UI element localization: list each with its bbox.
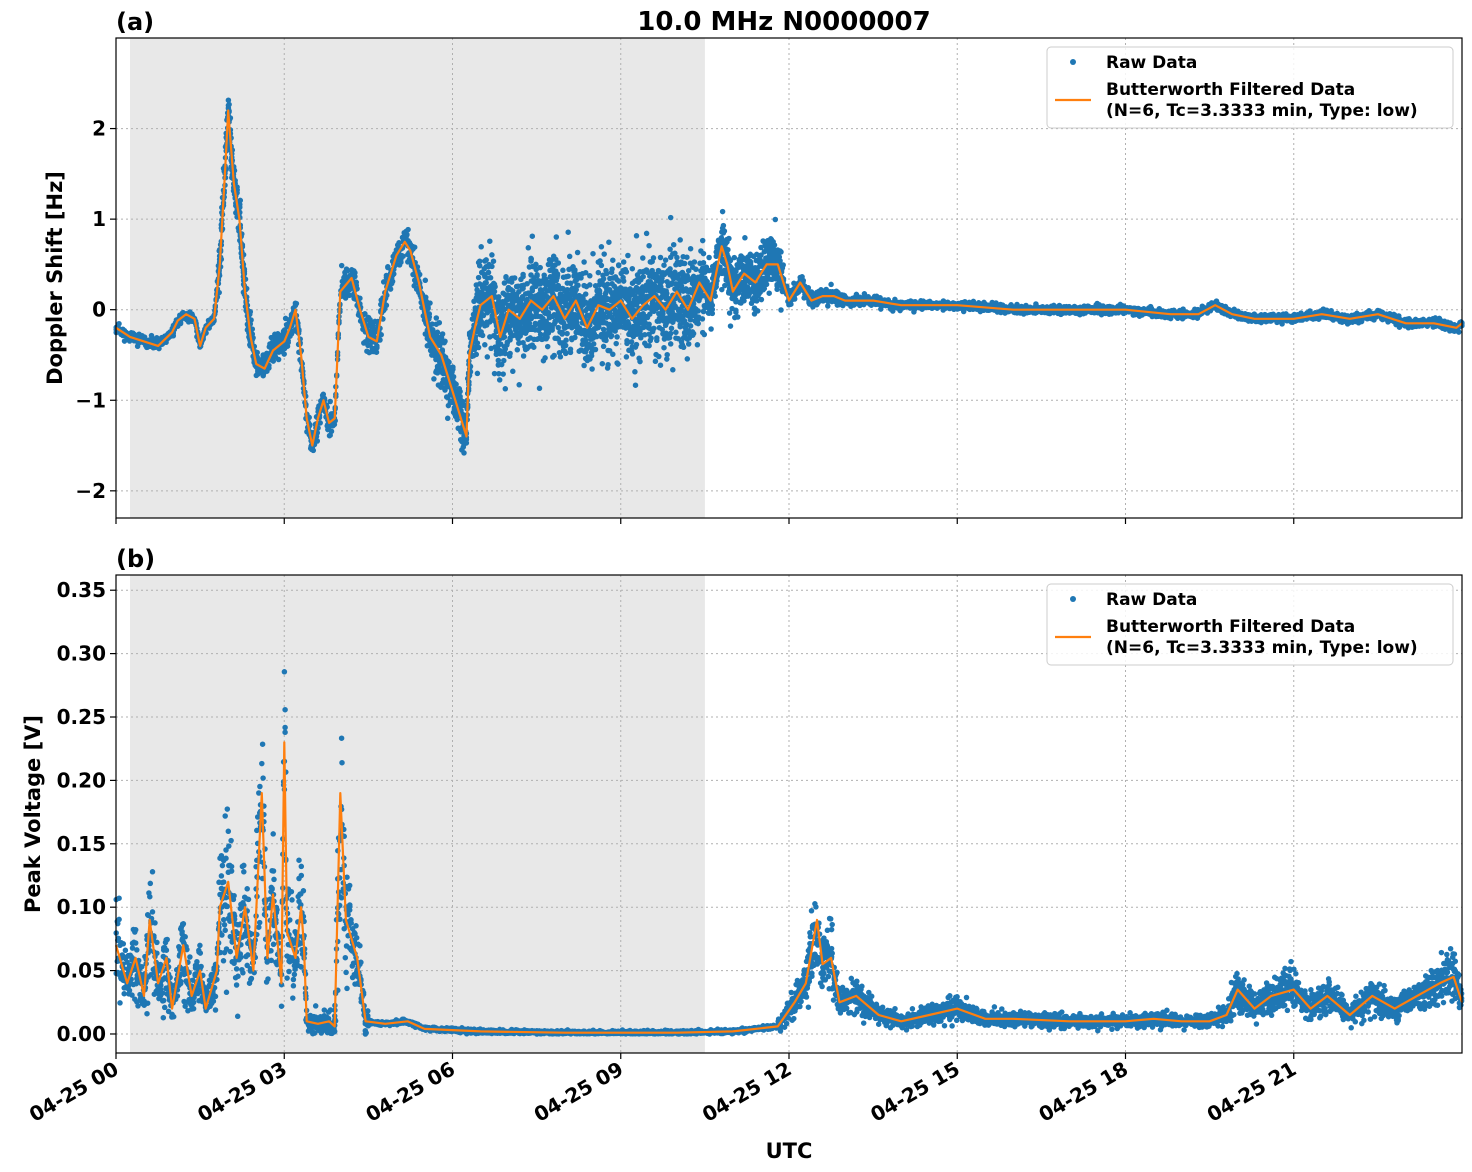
- x-tick-label: 04-25 12: [698, 1057, 796, 1127]
- legend-raw-label: Raw Data: [1106, 590, 1197, 610]
- y-tick-label: 0.15: [57, 832, 106, 856]
- legend-raw-marker: [1070, 59, 1076, 65]
- legend-box: [1046, 46, 1454, 129]
- y-tick-label: 0.05: [57, 959, 106, 983]
- panel-peak-voltage: 0.00 0.05 0.10 0.15 0.20 0.25 0.30 0.35 04-25 00…: [21, 545, 1465, 1127]
- figure-title: 10.0 MHz N0000007: [637, 7, 930, 37]
- y-tick-label: 0.25: [57, 705, 106, 729]
- y-tick-label: 2: [92, 117, 106, 141]
- y-tick-label: 0.20: [57, 768, 106, 792]
- x-tick-label: 04-25 15: [866, 1057, 964, 1127]
- x-axis-label: UTC: [766, 1139, 813, 1163]
- y-tick-label: −2: [75, 479, 106, 503]
- legend-filtered-label: Butterworth Filtered Data: [1106, 80, 1355, 100]
- filtered-data-line: [114, 741, 1464, 1034]
- panel-doppler-shift: −2 −1 0 1 2 (a) Doppler Shift [Hz] Raw Data Butt…: [43, 8, 1465, 524]
- y-axis-label: Peak Voltage [V]: [21, 715, 45, 913]
- legend-filtered-label: Butterworth Filtered Data: [1106, 617, 1355, 637]
- legend-raw-label: Raw Data: [1106, 53, 1197, 73]
- legend-filtered-params: (N=6, Tc=3.3333 min, Type: low): [1106, 638, 1418, 658]
- legend: Raw Data Butterworth Filtered Data(N=6, T…: [1046, 583, 1454, 666]
- panel-label: (a): [116, 8, 154, 36]
- y-axis-label: Doppler Shift [Hz]: [43, 171, 67, 385]
- x-tick-label: 04-25 21: [1203, 1057, 1301, 1127]
- y-tick-label: 0.30: [57, 642, 106, 666]
- y-tick-label: −1: [75, 388, 106, 412]
- y-tick-label: 0.35: [57, 578, 106, 602]
- legend-filtered-params: (N=6, Tc=3.3333 min, Type: low): [1106, 101, 1418, 121]
- y-tick-label: 0.10: [57, 895, 106, 919]
- legend-box: [1046, 583, 1454, 666]
- x-tick-label: 04-25 18: [1034, 1057, 1132, 1127]
- legend-raw-marker: [1070, 596, 1076, 602]
- x-tick-label: 04-25 03: [193, 1057, 291, 1127]
- filtered-data-line: [115, 109, 1463, 447]
- x-tick-label: 04-25 00: [25, 1057, 123, 1127]
- y-tick-label: 0.00: [57, 1022, 106, 1046]
- panel-label: (b): [116, 545, 155, 573]
- x-tick-label: 04-25 09: [530, 1057, 628, 1127]
- legend: Raw Data Butterworth Filtered Data(N=6, T…: [1046, 46, 1454, 129]
- y-tick-label: 0: [92, 298, 106, 322]
- x-tick-label: 04-25 06: [361, 1057, 459, 1127]
- y-tick-label: 1: [92, 207, 106, 231]
